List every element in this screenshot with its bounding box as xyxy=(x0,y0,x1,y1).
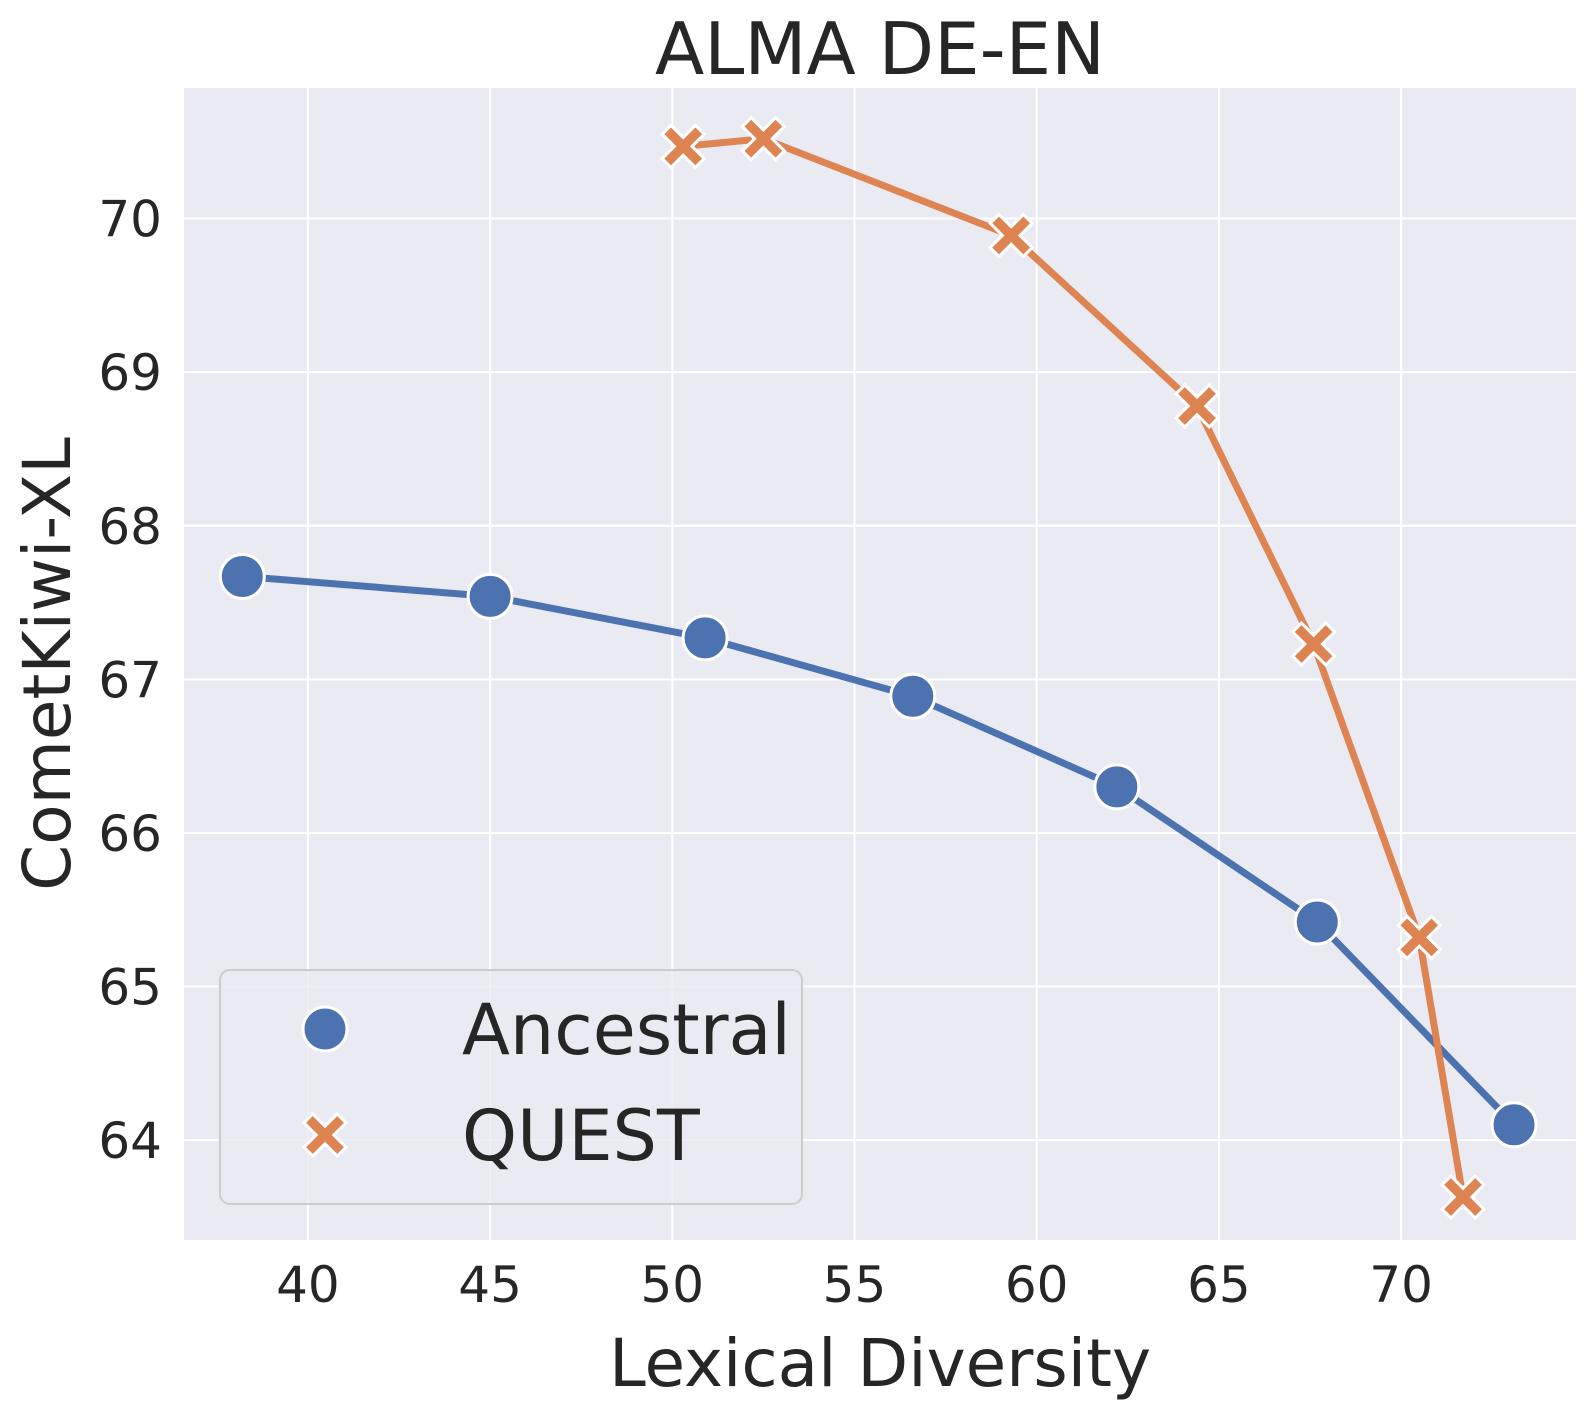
x-tick-label: 45 xyxy=(458,1256,522,1314)
legend-frame xyxy=(219,969,803,1205)
x-tick-label: 60 xyxy=(1005,1256,1069,1314)
series-markers xyxy=(218,115,1538,1221)
quest-data-point xyxy=(988,212,1035,259)
y-tick-label: 64 xyxy=(98,1112,162,1170)
chart-title: ALMA DE-EN xyxy=(655,7,1105,91)
ancestral-data-point xyxy=(466,572,514,620)
legend: Ancestral QUEST xyxy=(219,969,803,1205)
y-tick-label: 65 xyxy=(98,959,162,1017)
ancestral-data-point xyxy=(1093,763,1141,811)
ancestral-data-point xyxy=(1293,898,1341,946)
quest-data-point xyxy=(740,115,787,162)
x-tick-label: 70 xyxy=(1369,1256,1433,1314)
y-tick-label: 68 xyxy=(98,498,162,556)
legend-ancestral-label: Ancestral xyxy=(462,989,791,1071)
legend-ancestral-marker xyxy=(301,1005,349,1053)
quest-data-point xyxy=(1396,914,1443,961)
y-tick-label: 67 xyxy=(98,651,162,709)
ancestral-data-point xyxy=(681,614,729,662)
x-axis-label: Lexical Diversity xyxy=(609,1325,1151,1402)
quest-data-point xyxy=(1290,620,1337,668)
x-tick-label: 65 xyxy=(1187,1256,1251,1314)
y-axis-label: CometKiwi-XL xyxy=(9,437,86,891)
y-tick-label: 66 xyxy=(98,805,162,863)
x-tick-labels: 40 45 50 55 60 65 70 xyxy=(276,1256,1433,1314)
ancestral-data-point xyxy=(1490,1101,1538,1149)
quest-data-point xyxy=(1173,382,1221,430)
x-tick-label: 55 xyxy=(823,1256,887,1314)
quest-data-point xyxy=(1439,1173,1487,1221)
x-tick-label: 50 xyxy=(640,1256,704,1314)
y-tick-label: 69 xyxy=(98,344,162,402)
legend-quest-label: QUEST xyxy=(462,1095,700,1177)
ancestral-data-point xyxy=(889,672,937,720)
y-tick-labels: 64 65 66 67 68 69 70 xyxy=(98,191,162,1171)
y-tick-label: 70 xyxy=(98,191,162,249)
legend-quest-marker xyxy=(301,1111,349,1159)
quest-data-point xyxy=(660,123,707,170)
ancestral-data-point xyxy=(218,552,266,600)
x-tick-label: 40 xyxy=(276,1256,340,1314)
